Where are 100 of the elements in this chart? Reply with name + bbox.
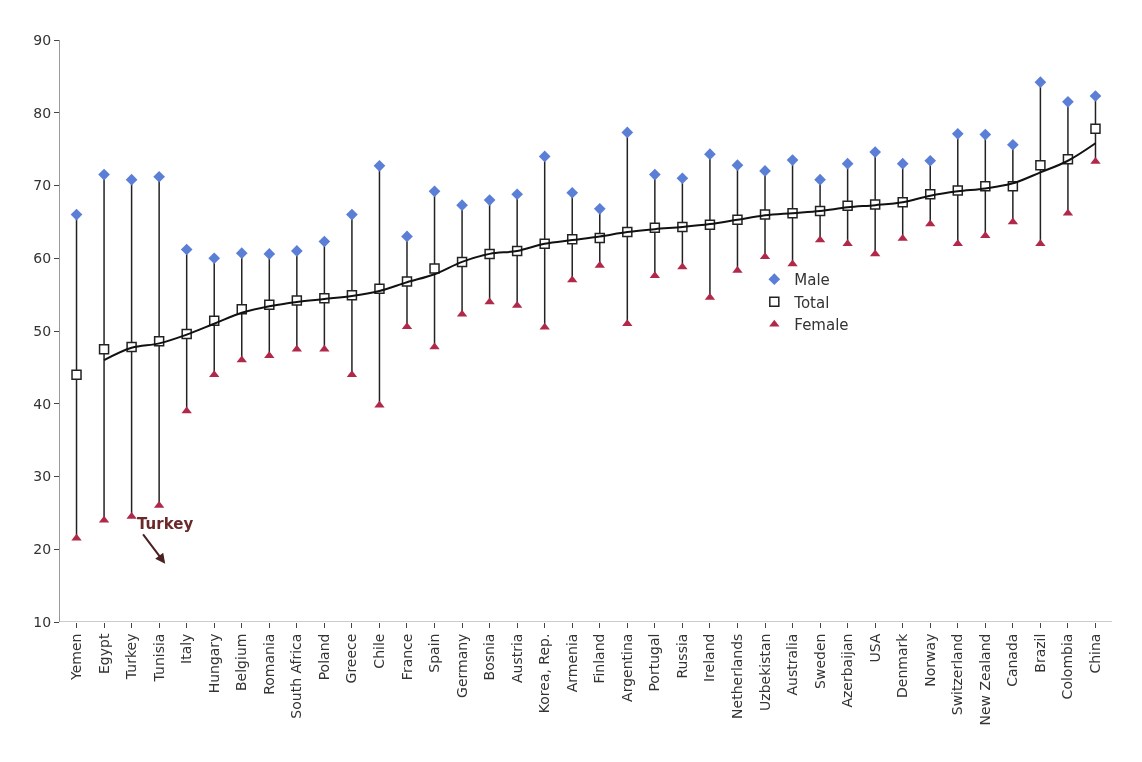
- point: [1034, 76, 1047, 89]
- x-tick-label: Sweden: [811, 633, 828, 689]
- point: [181, 406, 192, 414]
- point: [71, 369, 82, 380]
- point: [401, 230, 413, 243]
- point: [841, 157, 854, 170]
- point: [180, 243, 193, 256]
- x-tick-label: Australia: [784, 633, 801, 696]
- point: [1090, 156, 1101, 164]
- point: [456, 199, 468, 211]
- y-tick-label: 40: [33, 395, 52, 412]
- point: [538, 150, 551, 163]
- x-tick-label: Romania: [260, 633, 277, 695]
- y-tick-label: 70: [33, 177, 52, 194]
- y-tick-label: 20: [33, 541, 52, 558]
- point: [1035, 159, 1046, 171]
- x-tick-label: New Zealand: [976, 633, 993, 726]
- point: [924, 154, 937, 167]
- point: [428, 185, 441, 198]
- point: [814, 173, 826, 186]
- point: [566, 186, 579, 199]
- x-tick-label: Bosnia: [481, 633, 498, 681]
- point: [925, 219, 936, 227]
- point: [429, 263, 440, 274]
- x-tick-label: Armenia: [563, 633, 580, 693]
- point: [71, 533, 82, 541]
- point: [208, 252, 221, 265]
- point: [869, 146, 882, 158]
- x-tick-label: Netherlands: [729, 633, 746, 719]
- x-tick-label: Uzbekistan: [756, 633, 773, 711]
- point: [125, 173, 138, 186]
- x-tick-label: Egypt: [95, 633, 112, 675]
- point: [346, 208, 358, 221]
- x-tick-label: USA: [866, 633, 883, 663]
- point: [483, 194, 496, 206]
- line-series: [103, 142, 1097, 362]
- x-tick-label: Finland: [591, 633, 608, 684]
- point: [704, 148, 716, 161]
- point: [979, 128, 992, 141]
- x-tick-label: Portugal: [646, 633, 663, 692]
- point: [896, 157, 909, 170]
- point: [1089, 90, 1102, 102]
- x-tick-label: Hungary: [205, 633, 222, 694]
- point: [484, 297, 495, 305]
- legend-label: Male: [794, 271, 830, 289]
- y-tick-label: 50: [33, 322, 52, 339]
- x-tick-label: Brazil: [1031, 633, 1048, 673]
- y-tick-label: 80: [33, 104, 52, 121]
- point: [787, 259, 798, 267]
- point: [1007, 138, 1019, 151]
- point: [263, 248, 276, 260]
- point: [318, 235, 331, 248]
- x-tick-label: Russia: [673, 633, 690, 679]
- x-tick-label: South Africa: [288, 633, 305, 719]
- x-tick-label: Colombia: [1059, 633, 1076, 700]
- annotation: Turkey: [137, 515, 194, 533]
- point: [373, 160, 386, 172]
- x-tick-label: Argentina: [618, 633, 635, 702]
- point: [98, 343, 110, 355]
- x-tick-label: Switzerland: [949, 633, 966, 716]
- x-tick-label: China: [1087, 633, 1104, 674]
- point: [951, 128, 964, 140]
- point: [1090, 123, 1101, 135]
- point: [786, 154, 799, 166]
- point: [429, 342, 440, 350]
- y-tick-label: 10: [33, 613, 52, 630]
- point: [621, 126, 634, 139]
- x-tick-label: Turkey: [123, 633, 140, 681]
- point: [153, 170, 165, 183]
- point: [676, 172, 689, 185]
- x-tick-label: Spain: [426, 633, 443, 673]
- point: [235, 247, 248, 260]
- x-tick-label: Norway: [921, 633, 938, 687]
- x-tick-label: France: [398, 633, 415, 681]
- point: [593, 202, 606, 215]
- x-tick-label: Azerbaijan: [839, 633, 856, 708]
- x-tick-label: Canada: [1004, 633, 1021, 687]
- x-tick-label: Tunisia: [150, 633, 167, 683]
- point: [511, 188, 523, 201]
- x-tick-label: Belgium: [233, 633, 250, 692]
- point: [1062, 95, 1074, 108]
- point: [649, 168, 661, 181]
- y-tick-label: 90: [33, 31, 52, 48]
- x-tick-label: Greece: [343, 633, 360, 684]
- x-tick-label: Italy: [178, 633, 195, 664]
- point: [70, 208, 83, 221]
- point: [731, 159, 744, 171]
- point: [290, 245, 303, 257]
- x-tick-label: Korea, Rep.: [536, 633, 553, 714]
- y-tick-label: 60: [33, 250, 52, 267]
- point: [98, 168, 110, 181]
- x-tick-label: Austria: [508, 633, 525, 684]
- legend-label: Total: [793, 293, 830, 312]
- x-tick-label: Germany: [453, 633, 470, 698]
- legend-label: Female: [794, 316, 849, 334]
- x-tick-label: Yemen: [68, 633, 85, 682]
- x-tick-label: Denmark: [894, 632, 911, 698]
- x-tick-label: Chile: [371, 633, 388, 669]
- x-tick-label: Poland: [315, 633, 332, 681]
- point: [539, 322, 550, 330]
